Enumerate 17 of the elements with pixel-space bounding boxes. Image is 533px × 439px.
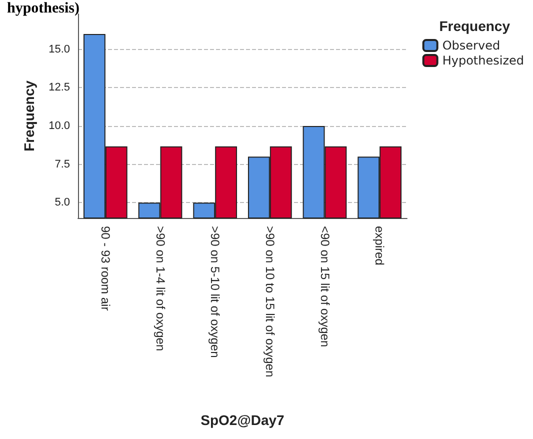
legend-title: Frequency <box>439 18 510 34</box>
y-tick-label: 12.5 <box>48 82 70 94</box>
legend-label: Observed <box>442 38 500 52</box>
x-tick-label: >90 on 5-10 lit of oxygen <box>208 226 222 358</box>
x-axis-title: SpO2@Day7 <box>200 412 285 428</box>
chart-title: hypothesis) <box>7 0 80 16</box>
y-tick-label: 7.5 <box>54 158 70 170</box>
y-tick-label: 5.0 <box>54 196 70 209</box>
x-tick-label: expired <box>372 226 387 266</box>
x-tick-label: 90 - 93 room air <box>98 226 112 311</box>
legend-label: Hypothesized <box>442 54 524 68</box>
x-tick-label: >90 on 10 to 15 lit of oxygen <box>262 226 277 378</box>
x-tick-label: >90 on 1-4 lit of oxygen <box>153 226 168 352</box>
y-tick-label: 10.0 <box>48 120 70 132</box>
x-tick-label: <90 on 15 lit of oxygen <box>318 226 332 348</box>
y-axis-title: Frequency <box>21 80 37 152</box>
y-tick-label: 15.0 <box>48 43 70 56</box>
